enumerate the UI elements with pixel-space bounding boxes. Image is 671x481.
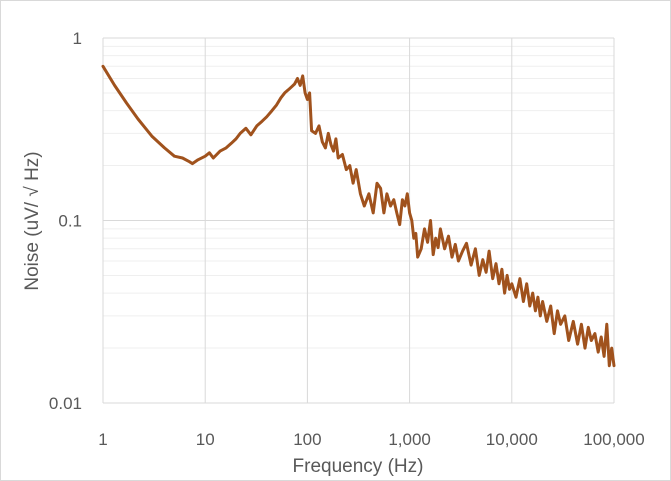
- x-tick-label: 100: [293, 430, 321, 449]
- y-tick-label: 0.01: [49, 394, 82, 413]
- y-axis-title: Noise (uV/ √ Hz): [22, 151, 43, 290]
- x-axis-tick-labels: 1 10 100 1,000 10,000 100,000: [98, 430, 644, 449]
- minor-gridlines: [103, 45, 614, 349]
- y-axis-tick-labels: 0.01 0.1 1: [49, 29, 82, 413]
- x-tick-label: 10: [196, 430, 215, 449]
- x-tick-label: 1,000: [388, 430, 431, 449]
- series-line: [101, 64, 616, 368]
- x-tick-label: 1: [98, 430, 107, 449]
- x-tick-label: 10,000: [486, 430, 538, 449]
- series-layer: [101, 64, 616, 368]
- y-tick-label: 0.1: [58, 212, 82, 231]
- x-tick-label: 100,000: [583, 430, 644, 449]
- x-axis-title: Frequency (Hz): [293, 456, 424, 477]
- y-tick-label: 1: [73, 29, 82, 48]
